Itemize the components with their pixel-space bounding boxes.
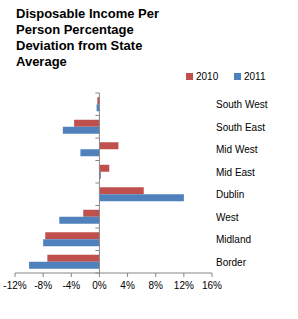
bars <box>29 97 184 269</box>
y-tick <box>95 115 99 116</box>
y-tick <box>95 228 99 229</box>
category-label: Mid West <box>216 144 258 155</box>
legend-swatch <box>234 73 241 80</box>
x-tick-label: 0% <box>92 280 107 291</box>
y-tick <box>95 205 99 206</box>
bar <box>99 165 109 172</box>
bar <box>83 210 99 217</box>
bar <box>45 232 99 239</box>
x-tick-label: 16% <box>202 280 222 291</box>
x-tick <box>183 273 184 277</box>
category-label: Midland <box>216 234 251 245</box>
x-tick-label: -12% <box>3 280 26 291</box>
x-tick-label: 8% <box>148 280 163 291</box>
y-tick <box>95 183 99 184</box>
category-label: South East <box>216 122 265 133</box>
bar <box>47 255 99 262</box>
bar <box>29 262 99 269</box>
bar <box>80 149 99 156</box>
y-tick <box>95 138 99 139</box>
x-tick <box>155 273 156 277</box>
bar <box>99 194 183 201</box>
bar <box>59 217 99 224</box>
x-tick <box>15 273 16 277</box>
x-tick-label: -4% <box>62 280 80 291</box>
bar <box>99 187 143 194</box>
x-axis-line <box>15 273 212 274</box>
x-tick-label: -8% <box>34 280 52 291</box>
y-tick <box>95 250 99 251</box>
x-tick <box>99 273 100 277</box>
chart: -12% -8% -4% 0% 4% 8% 12% 16% South West South Ea… <box>0 0 298 319</box>
category-label: West <box>216 212 239 223</box>
y-tick <box>95 273 99 274</box>
x-tick <box>43 273 44 277</box>
bar <box>63 127 100 134</box>
x-tick <box>127 273 128 277</box>
y-tick <box>95 93 99 94</box>
bar <box>43 239 99 246</box>
category-label: Mid East <box>216 167 255 178</box>
category-label: South West <box>216 99 268 110</box>
legend-swatch <box>186 73 193 80</box>
x-tick-label: 12% <box>174 280 194 291</box>
x-tick <box>71 273 72 277</box>
chart-title: Disposable Income Per Person Percentage … <box>16 6 194 70</box>
legend-label: 2011 <box>244 71 266 82</box>
category-label: Border <box>216 257 247 268</box>
legend-label: 2010 <box>196 71 219 82</box>
x-tick <box>212 273 213 277</box>
category-label: Dublin <box>216 189 244 200</box>
bar <box>99 142 118 149</box>
y-tick <box>95 160 99 161</box>
bar <box>74 120 99 127</box>
x-tick-label: 4% <box>120 280 135 291</box>
